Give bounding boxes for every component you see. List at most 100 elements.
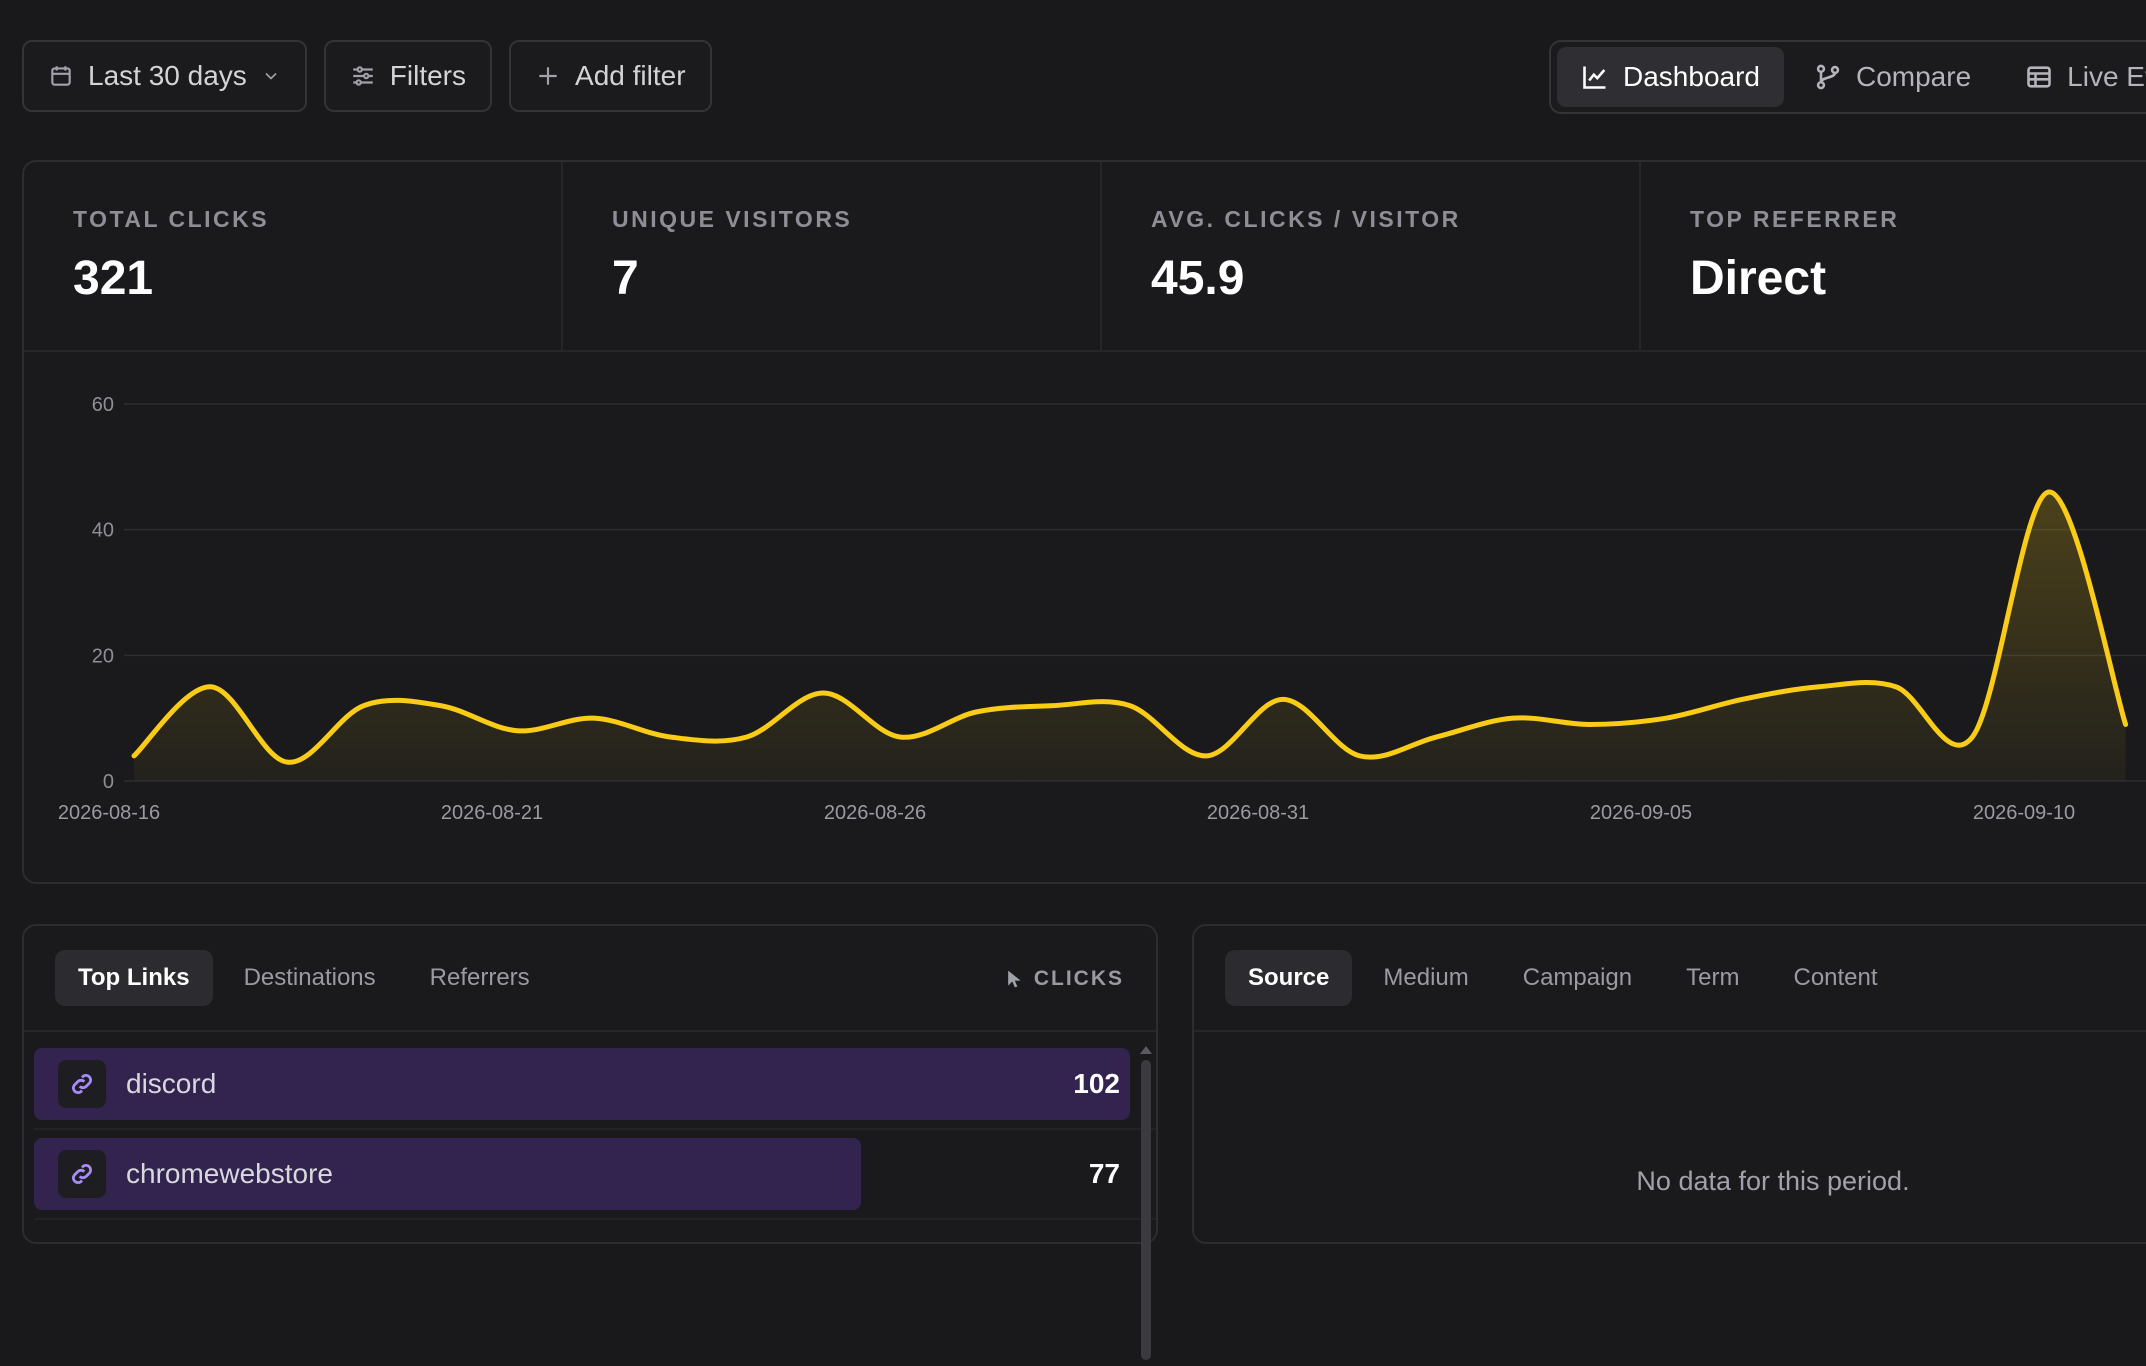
links-list: discord 102 chromewebstore 77 xyxy=(24,1032,1156,1360)
tab-dashboard-label: Dashboard xyxy=(1623,61,1760,92)
stats-row: TOTAL CLICKS 321 UNIQUE VISITORS 7 AVG. … xyxy=(24,162,2146,352)
overview-card: TOTAL CLICKS 321 UNIQUE VISITORS 7 AVG. … xyxy=(22,160,2146,884)
x-tick-label: 2026-08-31 xyxy=(1207,802,1309,824)
filters-button[interactable]: Filters xyxy=(323,40,493,112)
row-bar xyxy=(34,1048,1130,1120)
data-point[interactable] xyxy=(1893,684,1899,690)
data-point[interactable] xyxy=(437,703,443,709)
cursor-icon xyxy=(1007,970,1021,988)
line-chart-icon xyxy=(1583,66,1606,89)
tab-destinations[interactable]: Destinations xyxy=(243,964,376,991)
chevron-down-icon xyxy=(265,72,277,80)
stat-label: AVG. CLICKS / VISITOR xyxy=(1151,206,1461,232)
link-name: discord xyxy=(126,1068,217,1099)
data-point[interactable] xyxy=(974,709,980,715)
data-point[interactable] xyxy=(2123,721,2129,727)
stat-top-referrer: TOP REFERRER Direct xyxy=(1641,162,2146,350)
stat-value: 7 xyxy=(612,252,639,305)
data-point[interactable] xyxy=(131,753,137,759)
tab-referrers[interactable]: Referrers xyxy=(429,964,530,991)
link-icon xyxy=(58,1150,106,1198)
tab-medium[interactable]: Medium xyxy=(1383,964,1469,991)
data-point[interactable] xyxy=(2046,489,2052,495)
clicks-column-label: CLICKS xyxy=(1033,967,1124,990)
link-icon xyxy=(58,1060,106,1108)
data-point[interactable] xyxy=(1663,715,1669,721)
data-point[interactable] xyxy=(667,734,673,740)
data-point[interactable] xyxy=(208,684,214,690)
x-tick-label: 2026-09-05 xyxy=(1590,802,1692,824)
data-point[interactable] xyxy=(1586,721,1592,727)
data-point[interactable] xyxy=(514,728,520,734)
data-point[interactable] xyxy=(1050,703,1056,709)
tab-source[interactable]: Source xyxy=(1225,950,1353,1006)
date-range-label: Last 30 days xyxy=(88,60,247,91)
link-clicks: 102 xyxy=(1073,1068,1120,1099)
data-point[interactable] xyxy=(744,734,750,740)
tab-live-events[interactable]: Live Events xyxy=(2001,47,2146,107)
scrollbar[interactable] xyxy=(1140,1046,1152,1366)
calendar-icon xyxy=(51,66,71,86)
links-tabs: Top Links Destinations Referrers CLICKS xyxy=(24,926,1156,1032)
data-point[interactable] xyxy=(1969,734,1975,740)
data-point[interactable] xyxy=(1510,715,1516,721)
data-point[interactable] xyxy=(284,759,290,765)
stat-label: UNIQUE VISITORS xyxy=(612,206,853,232)
data-point[interactable] xyxy=(361,703,367,709)
x-tick-label: 2026-08-26 xyxy=(824,802,926,824)
row-bar xyxy=(34,1138,861,1210)
data-point[interactable] xyxy=(1433,734,1439,740)
list-item[interactable]: chromewebstore 77 xyxy=(34,1130,1156,1220)
git-branch-icon xyxy=(1816,64,1840,90)
link-clicks: 77 xyxy=(1088,1158,1120,1189)
filter-toolbar: Last 30 days Filters Add filter xyxy=(22,40,712,112)
stat-total-clicks: TOTAL CLICKS 321 xyxy=(24,162,563,350)
y-tick-label: 20 xyxy=(92,645,114,667)
clicks-chart: 0 20 40 60 2026-08-16 2026-08-21 2026-08-26 202… xyxy=(58,394,2146,824)
empty-state: No data for this period. xyxy=(1636,1166,1910,1196)
data-point[interactable] xyxy=(820,690,826,696)
view-switch: Dashboard Compare Live Events xyxy=(1549,40,2146,114)
stat-value: 321 xyxy=(73,252,154,305)
list-item[interactable]: discord 102 xyxy=(34,1040,1156,1130)
stat-label: TOP REFERRER xyxy=(1690,206,1900,232)
tab-campaign[interactable]: Campaign xyxy=(1522,964,1633,991)
stat-value: 45.9 xyxy=(1151,252,1245,305)
top-links-panel: Top Links Destinations Referrers CLICKS … xyxy=(22,924,1158,1360)
data-point[interactable] xyxy=(1280,696,1286,702)
x-tick-label: 2026-09-10 xyxy=(1973,802,2075,824)
data-point[interactable] xyxy=(591,715,597,721)
tab-live-events-label: Live Events xyxy=(2067,61,2146,92)
x-tick-label: 2026-08-21 xyxy=(441,802,543,824)
tab-compare[interactable]: Compare xyxy=(1790,47,1995,107)
data-point[interactable] xyxy=(1203,753,1209,759)
tab-term[interactable]: Term xyxy=(1686,964,1740,991)
scroll-thumb[interactable] xyxy=(1141,1060,1151,1360)
utm-tabs: Source Medium Campaign Term Content xyxy=(1194,926,2146,1032)
series-area xyxy=(134,491,2126,781)
tab-top-links[interactable]: Top Links xyxy=(55,950,213,1006)
stat-value: Direct xyxy=(1690,252,1827,305)
tab-content[interactable]: Content xyxy=(1793,964,1878,991)
y-tick-label: 40 xyxy=(92,520,114,542)
utm-panel: Source Medium Campaign Term Content No d… xyxy=(1192,924,2146,1244)
stat-unique-visitors: UNIQUE VISITORS 7 xyxy=(563,162,1102,350)
stat-avg-clicks: AVG. CLICKS / VISITOR 45.9 xyxy=(1102,162,1641,350)
add-filter-label: Add filter xyxy=(575,60,686,91)
stat-label: TOTAL CLICKS xyxy=(73,206,270,232)
link-name: chromewebstore xyxy=(126,1158,333,1189)
tab-dashboard[interactable]: Dashboard xyxy=(1557,47,1784,107)
scroll-up-arrow[interactable] xyxy=(1140,1046,1152,1054)
plus-icon xyxy=(539,67,557,85)
tab-compare-label: Compare xyxy=(1855,61,1972,92)
date-range-button[interactable]: Last 30 days xyxy=(22,40,307,112)
data-point[interactable] xyxy=(1357,753,1363,759)
data-point[interactable] xyxy=(1740,696,1746,702)
data-point[interactable] xyxy=(1816,684,1822,690)
add-filter-button[interactable]: Add filter xyxy=(509,40,712,112)
data-point[interactable] xyxy=(897,734,903,740)
series-line[interactable] xyxy=(131,489,2129,765)
filters-label: Filters xyxy=(389,60,467,91)
clicks-column-header: CLICKS xyxy=(1004,926,1124,1032)
data-point[interactable] xyxy=(1127,703,1133,709)
